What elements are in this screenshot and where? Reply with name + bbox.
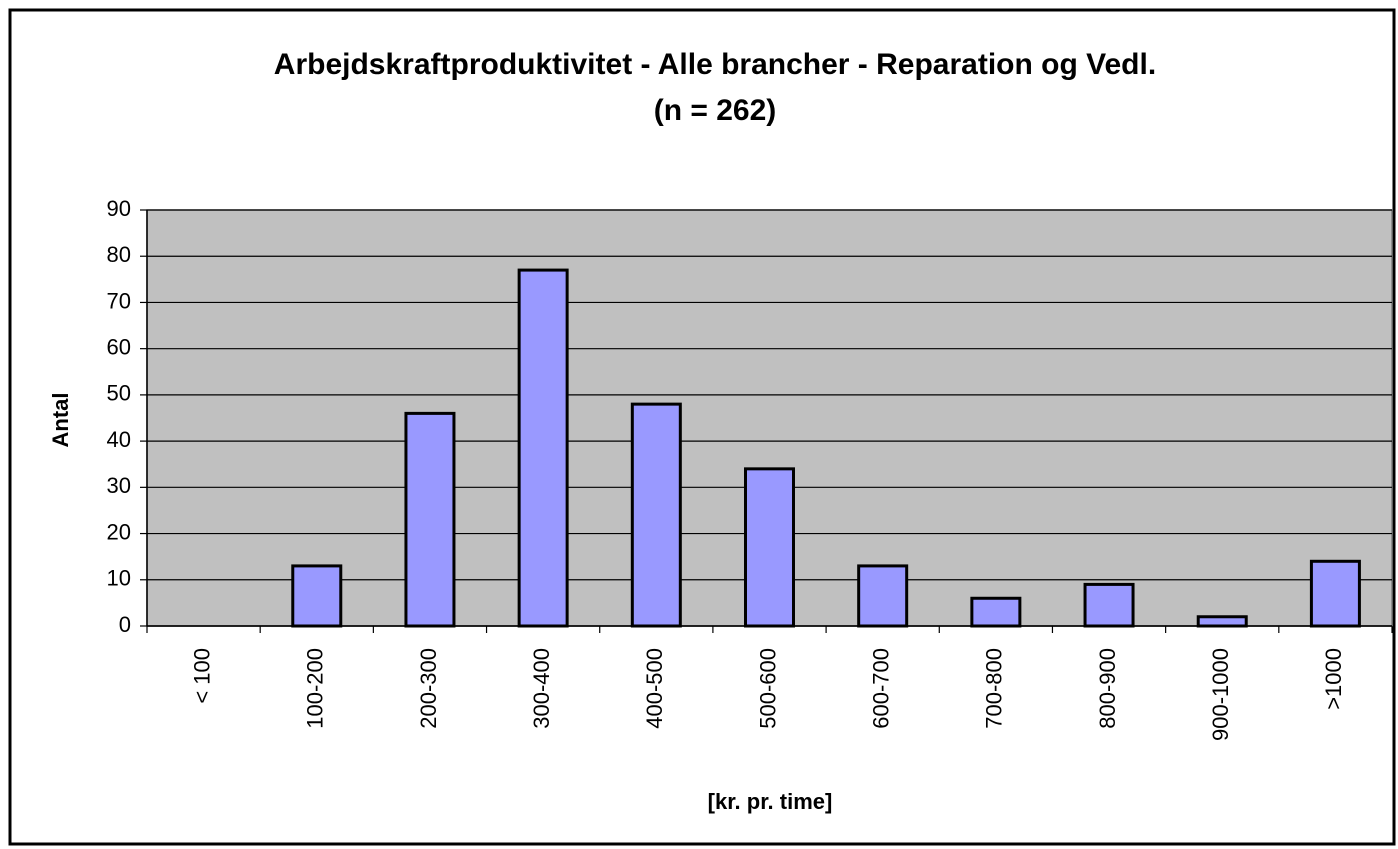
y-tick-label: 30 <box>107 473 131 498</box>
bar <box>517 268 569 628</box>
x-tick-label: 500-600 <box>755 648 780 729</box>
y-tick-label: 40 <box>107 427 131 452</box>
bar <box>1196 615 1248 628</box>
y-axis-title: Antal <box>48 393 73 448</box>
x-tick-label: 900-1000 <box>1208 648 1233 741</box>
x-tick-label: 700-800 <box>982 648 1007 729</box>
bar <box>744 467 795 628</box>
y-tick-label: 50 <box>107 381 131 406</box>
bar <box>857 564 909 628</box>
y-tick-label: 10 <box>107 566 131 591</box>
bar <box>404 411 456 628</box>
x-axis-title: [kr. pr. time] <box>708 789 833 814</box>
x-tick-label: >1000 <box>1321 648 1346 710</box>
bar <box>970 596 1022 628</box>
y-tick-label: 90 <box>107 196 131 221</box>
y-tick-label: 80 <box>107 242 131 267</box>
chart-subtitle: (n = 262) <box>654 94 777 127</box>
y-tick-label: 20 <box>107 519 131 544</box>
x-tick-label: 300-400 <box>529 648 554 729</box>
y-tick-label: 0 <box>119 612 131 637</box>
x-tick-label: 600-700 <box>868 648 893 729</box>
bar <box>630 402 682 628</box>
y-tick-label: 60 <box>107 334 131 359</box>
bar <box>291 564 343 628</box>
x-tick-label: < 100 <box>189 648 214 704</box>
x-tick-label: 400-500 <box>642 648 667 729</box>
x-tick-label: 100-200 <box>303 648 328 729</box>
y-tick-label: 70 <box>107 288 131 313</box>
bar <box>1309 559 1361 628</box>
bar <box>1083 582 1135 628</box>
x-tick-label: 800-900 <box>1095 648 1120 729</box>
chart-title: Arbejdskraftproduktivitet - Alle branche… <box>274 48 1156 81</box>
x-tick-label: 200-300 <box>416 648 441 729</box>
